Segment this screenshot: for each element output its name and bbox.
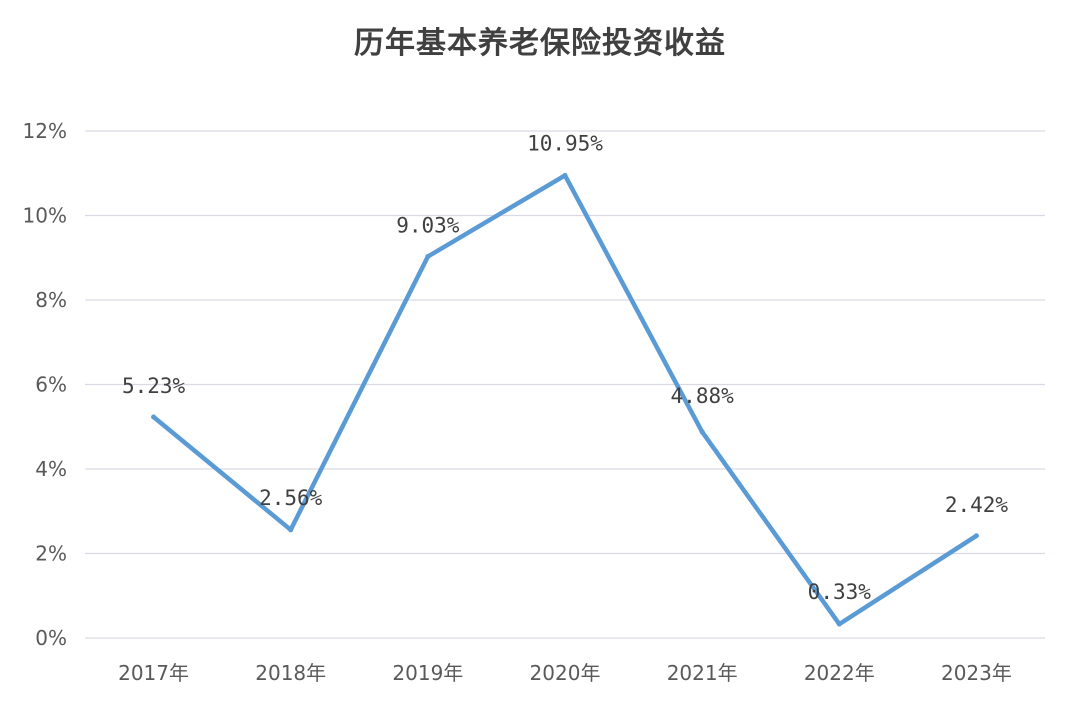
data-point: [562, 172, 568, 178]
y-tick-label: 8%: [35, 288, 67, 312]
x-tick-label: 2017年: [118, 661, 189, 685]
x-tick-label: 2023年: [941, 661, 1012, 685]
data-point: [425, 253, 431, 259]
x-tick-label: 2018年: [255, 661, 326, 685]
gridlines: [85, 130, 1045, 639]
series-line-group: [151, 172, 979, 627]
data-label: 10.95%: [527, 131, 603, 155]
y-axis-ticks: 0% 2% 4% 6% 8% 10% 12%: [23, 119, 67, 650]
data-label: 5.23%: [122, 374, 186, 398]
data-label: 2.56%: [259, 486, 323, 510]
x-tick-label: 2022年: [804, 661, 875, 685]
y-tick-label: 0%: [35, 626, 67, 650]
data-point: [973, 533, 979, 539]
y-tick-label: 6%: [35, 373, 67, 397]
data-label: 9.03%: [396, 213, 460, 237]
y-tick-label: 10%: [23, 204, 67, 228]
data-label: 0.33%: [808, 580, 872, 604]
data-labels: 5.23% 2.56% 9.03% 10.95% 4.88% 0.33% 2.42%: [122, 131, 1008, 604]
data-point: [699, 429, 705, 435]
x-tick-label: 2019年: [392, 661, 463, 685]
data-point: [151, 414, 157, 420]
chart-title: 历年基本养老保险投资收益: [354, 26, 726, 61]
series-line: [151, 173, 979, 627]
data-label: 2.42%: [945, 493, 1009, 517]
data-point: [836, 621, 842, 627]
x-tick-label: 2021年: [667, 661, 738, 685]
data-point: [288, 527, 294, 533]
x-tick-label: 2020年: [530, 661, 601, 685]
data-label: 4.88%: [671, 384, 735, 408]
y-tick-label: 2%: [35, 542, 67, 566]
x-axis-ticks: 2017年 2018年 2019年 2020年 2021年 2022年 2023年: [118, 661, 1012, 685]
y-tick-label: 4%: [35, 457, 67, 481]
y-tick-label: 12%: [23, 119, 67, 143]
